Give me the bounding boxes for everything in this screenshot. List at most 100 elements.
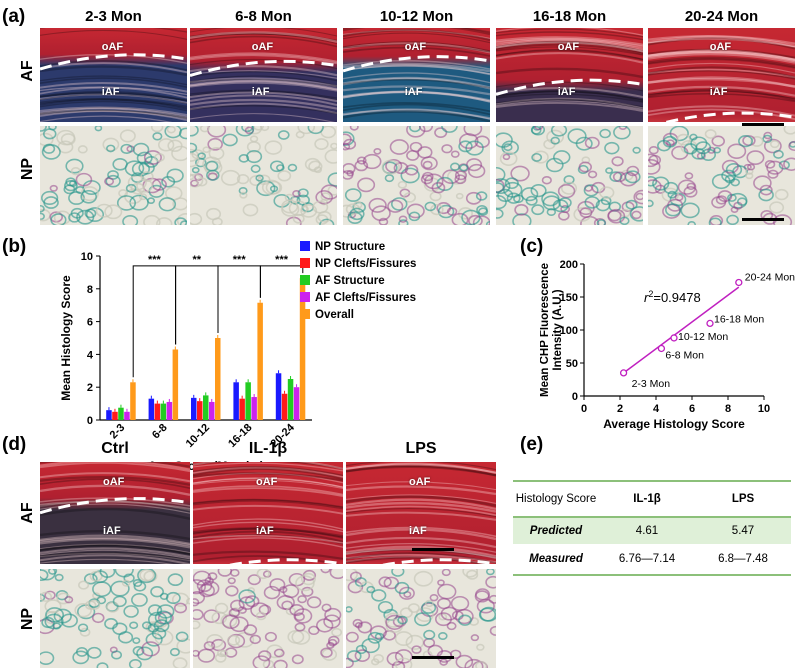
fit-line [623, 286, 740, 374]
data-point [706, 319, 714, 328]
legend-label: Overall [315, 309, 354, 321]
x-tick-label: 10 [758, 403, 770, 415]
iaf-label: iAF [557, 86, 576, 99]
x-tick-label: 6-8 [150, 422, 170, 442]
predicted-il1b: 4.61 [635, 525, 659, 537]
y-tick-label: 150 [560, 292, 578, 304]
d-np-tile-1 [193, 569, 343, 668]
legend-label: AF Clefts/Fissures [315, 292, 416, 304]
y-tick-label: 0 [572, 391, 578, 403]
y-tick-label: 6 [87, 317, 93, 329]
legend-swatch [300, 241, 310, 251]
table-header-lps: LPS [731, 493, 755, 505]
panel-label-e: (e) [520, 434, 544, 455]
iaf-label: iAF [101, 86, 120, 99]
bar [197, 401, 203, 420]
bar [160, 403, 167, 420]
legend-label: AF Structure [315, 275, 385, 287]
bar [275, 373, 282, 420]
row-label-predicted: Predicted [529, 525, 583, 537]
np-tile-0 [40, 126, 187, 225]
af-tile-4: oAF iAF [648, 28, 795, 122]
point-label: 2-3 Mon [632, 378, 671, 390]
d-af-tile-0: oAF iAF [40, 462, 190, 564]
bar [251, 397, 257, 420]
y-tick-label: 50 [566, 358, 578, 370]
panel-d-np-scale-bar [412, 656, 454, 659]
panel-a-column-title: 16-18 Mon [532, 8, 607, 25]
bar [154, 403, 161, 420]
x-tick-label: 2-3 [108, 422, 128, 442]
y-tick-label: 100 [560, 325, 578, 337]
oaf-label: oAF [101, 41, 124, 54]
measured-lps: 6.8—7.48 [718, 553, 768, 565]
np-tile-2 [343, 126, 490, 225]
oaf-label: oAF [557, 41, 580, 54]
panel-a-column-title: 20-24 Mon [684, 8, 759, 25]
y-tick-label: 10 [81, 251, 93, 263]
y-tick-label: 4 [87, 349, 94, 361]
panel-label-d: (d) [2, 434, 27, 455]
x-tick-label: 6 [689, 403, 695, 415]
y-tick-label: 2 [87, 382, 93, 394]
legend-swatch [300, 258, 310, 268]
chp-scatter-chart: 0 50 100 150 200 0 2 4 6 8 10 Average Histology Sco… [540, 259, 795, 431]
bar [203, 395, 209, 420]
oaf-label: oAF [709, 41, 732, 54]
np-tile-4 [648, 126, 795, 225]
d-af-tile-2: oAF iAF [346, 462, 496, 564]
significance-label: *** [233, 254, 247, 266]
panel-a-np-scale-bar [742, 218, 784, 221]
legend-label: NP Clefts/Fissures [315, 258, 417, 270]
x-tick-label: 2 [617, 403, 623, 415]
legend-item: NP Clefts/Fissures [300, 258, 416, 270]
bar [118, 407, 124, 420]
iaf-label: iAF [409, 525, 427, 538]
y-tick-label: 0 [87, 415, 93, 427]
legend-item: Overall [300, 309, 354, 321]
significance-label: *** [275, 254, 289, 266]
significance-bracket [132, 265, 177, 378]
bar [130, 382, 136, 420]
bar [106, 410, 112, 420]
bar [293, 387, 300, 420]
legend-label: NP Structure [315, 241, 386, 253]
panel-a-column-title: 10-12 Mon [379, 8, 454, 25]
point-label: 16-18 Mon [714, 313, 764, 325]
legend-swatch [300, 275, 310, 285]
panel-d-column-title: Ctrl [101, 440, 129, 457]
significance-bracket [259, 265, 304, 298]
panel-label-c: (c) [520, 236, 544, 257]
bar [124, 411, 130, 420]
significance-label: ** [193, 254, 202, 266]
table-rule-top [513, 480, 791, 482]
bar [233, 382, 239, 420]
oaf-label: oAF [103, 476, 125, 489]
panel-label-a: (a) [2, 6, 26, 27]
point-label: 6-8 Mon [665, 349, 704, 361]
row-label-measured: Measured [529, 553, 583, 565]
prediction-table: Histology Score IL-1β LPS Predicted 4.61… [513, 480, 791, 576]
legend-item: NP Structure [300, 241, 385, 253]
y-axis-label-line2: Intensity (A.U.) [552, 289, 564, 370]
data-point [735, 278, 743, 287]
panel-d-af-scale-bar [412, 548, 454, 551]
d-np-tile-2 [346, 569, 496, 668]
x-tick-label: 4 [653, 403, 660, 415]
table-rule-mid [513, 516, 791, 518]
panel-a-row-label-np: NP [19, 157, 36, 181]
af-tile-0: oAF iAF [40, 28, 187, 122]
bar [239, 398, 245, 420]
iaf-label: iAF [256, 525, 274, 538]
point-label: 20-24 Mon [745, 271, 795, 283]
panel-d-row-label-np: NP [19, 607, 36, 631]
panel-d-column-title: IL-1β [248, 440, 288, 457]
y-tick-label: 200 [560, 259, 578, 271]
bar [209, 401, 215, 420]
data-point [670, 334, 678, 342]
iaf-label: iAF [103, 525, 121, 538]
iaf-label: iAF [251, 86, 270, 99]
data-point [619, 369, 628, 377]
point-label: 10-12 Mon [678, 331, 728, 343]
